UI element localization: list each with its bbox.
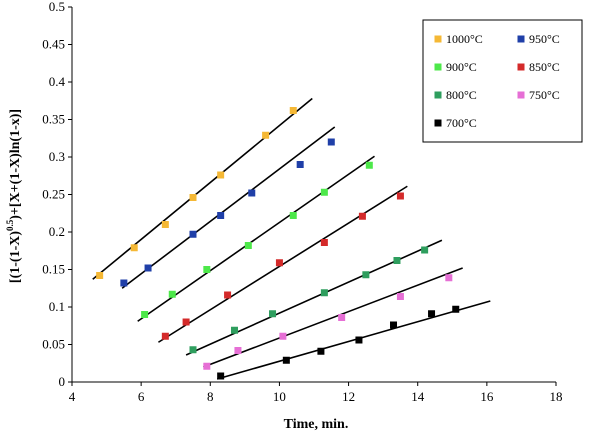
fit-line-5: [203, 267, 463, 368]
data-point: [396, 192, 404, 200]
x-tick-label: 18: [550, 389, 563, 404]
data-point: [130, 244, 138, 252]
data-point: [355, 336, 363, 344]
data-point: [317, 347, 325, 355]
legend-label: 950°C: [529, 32, 560, 46]
data-point: [189, 194, 197, 201]
data-point: [296, 161, 304, 168]
data-point: [269, 310, 277, 318]
data-point: [358, 212, 366, 220]
x-tick-label: 6: [138, 389, 145, 404]
data-point: [362, 271, 370, 279]
x-tick-label: 8: [207, 389, 214, 404]
data-point: [141, 311, 149, 318]
data-point: [189, 346, 197, 354]
data-point: [396, 293, 404, 300]
fit-lines: [92, 97, 491, 380]
legend-swatch: [434, 91, 442, 99]
data-point: [445, 274, 453, 282]
y-axis-title-part2: )+[X+(1-X)ln(1-x)]: [8, 109, 23, 220]
data-point: [452, 305, 460, 313]
data-point: [120, 279, 128, 287]
data-point: [262, 131, 270, 139]
y-axis-title-superscript: 0.5: [5, 219, 15, 231]
legend-label: 1000°C: [446, 32, 483, 46]
y-tick-label: 0.1: [49, 299, 65, 314]
data-point: [390, 321, 398, 329]
x-axis-title: Time, min.: [284, 417, 349, 432]
y-tick-label: 0.2: [49, 224, 65, 239]
y-tick-label: 0.45: [42, 37, 65, 52]
data-point: [275, 259, 283, 267]
axes: 4 6 8 10 12 14 16 18 0 0.05 0.1 0.15 0.2 0.25 0.3 0.35 0…: [42, 0, 562, 404]
legend-label: 800°C: [446, 88, 477, 102]
data-point: [217, 171, 225, 179]
data-point: [217, 372, 225, 380]
y-axis-title: [(1-(1-X)0.5)+[X+(1-X)ln(1-x)]: [5, 109, 23, 283]
data-point: [234, 347, 242, 354]
data-point: [189, 230, 197, 238]
legend-swatch: [434, 119, 442, 127]
legend-box: [422, 19, 583, 143]
data-point: [289, 212, 297, 219]
y-tick-label: 0.4: [49, 74, 66, 89]
data-point: [320, 239, 328, 246]
legend-label: 750°C: [529, 88, 560, 102]
x-tick-label: 12: [342, 389, 355, 404]
data-point: [224, 291, 232, 299]
data-point: [161, 332, 169, 340]
legend-swatch: [517, 91, 525, 99]
data-points: [96, 107, 460, 380]
data-point: [161, 221, 169, 228]
fit-line-1: [121, 126, 336, 289]
fit-line-6: [216, 300, 491, 380]
data-point: [244, 242, 252, 249]
legend: 1000°C 950°C 900°C 850°C 800°C 750°C 700°C: [422, 19, 583, 143]
legend-label: 700°C: [446, 116, 477, 130]
data-point: [217, 212, 225, 219]
x-tick-label: 14: [411, 389, 425, 404]
legend-swatch: [517, 35, 525, 43]
y-tick-label: 0.05: [42, 337, 65, 352]
x-tick-label: 4: [69, 389, 76, 404]
fit-line-0: [92, 97, 313, 280]
data-point: [320, 188, 328, 196]
data-point: [428, 310, 436, 318]
data-point: [365, 161, 373, 169]
data-point: [248, 189, 256, 197]
data-point: [279, 332, 287, 340]
data-point: [230, 326, 238, 334]
y-tick-label: 0.5: [49, 0, 65, 14]
y-tick-label: 0.25: [42, 187, 65, 202]
x-tick-label: 10: [273, 389, 286, 404]
y-axis-title-part1: [(1-(1-X): [8, 231, 23, 283]
data-point: [182, 318, 190, 326]
fit-line-2: [137, 155, 375, 322]
data-point: [168, 290, 176, 298]
data-point: [289, 107, 297, 114]
data-point: [203, 266, 211, 273]
legend-label: 900°C: [446, 60, 477, 74]
y-tick-label: 0.15: [42, 262, 65, 277]
data-point: [96, 272, 104, 279]
legend-swatch: [434, 63, 442, 71]
y-tick-label: 0.35: [42, 112, 65, 127]
data-point: [393, 257, 401, 264]
y-tick-label: 0.3: [49, 149, 65, 164]
legend-swatch: [434, 35, 442, 43]
data-point: [144, 264, 152, 272]
data-point: [282, 356, 290, 364]
y-tick-label: 0: [59, 374, 66, 389]
data-point: [203, 362, 211, 370]
data-point: [327, 138, 335, 146]
data-point: [320, 289, 328, 297]
legend-swatch: [517, 63, 525, 71]
data-point: [421, 246, 429, 254]
legend-label: 850°C: [529, 60, 560, 74]
x-tick-label: 16: [480, 389, 494, 404]
data-point: [338, 314, 346, 321]
